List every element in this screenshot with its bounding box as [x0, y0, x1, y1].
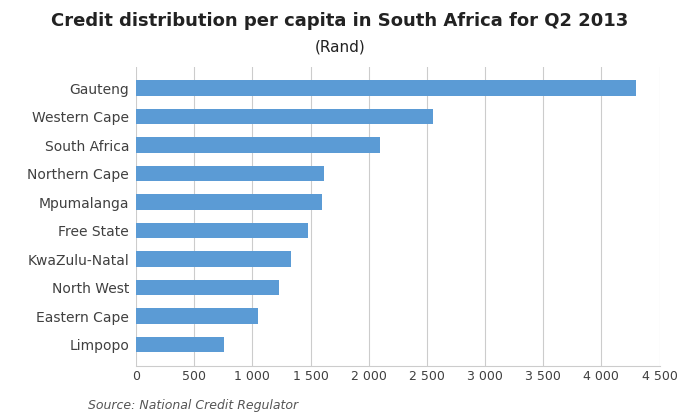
Bar [136, 223, 308, 238]
Bar [136, 137, 380, 153]
Bar [136, 251, 291, 267]
Bar [136, 194, 322, 210]
Bar [136, 80, 636, 96]
Bar [136, 337, 224, 352]
Bar [136, 280, 279, 295]
Bar [136, 166, 324, 181]
Text: Credit distribution per capita in South Africa for Q2 2013: Credit distribution per capita in South … [52, 12, 628, 30]
Bar [136, 109, 432, 124]
Text: (Rand): (Rand) [315, 40, 365, 54]
Text: Source: National Credit Regulator: Source: National Credit Regulator [88, 399, 299, 412]
Bar [136, 308, 258, 324]
